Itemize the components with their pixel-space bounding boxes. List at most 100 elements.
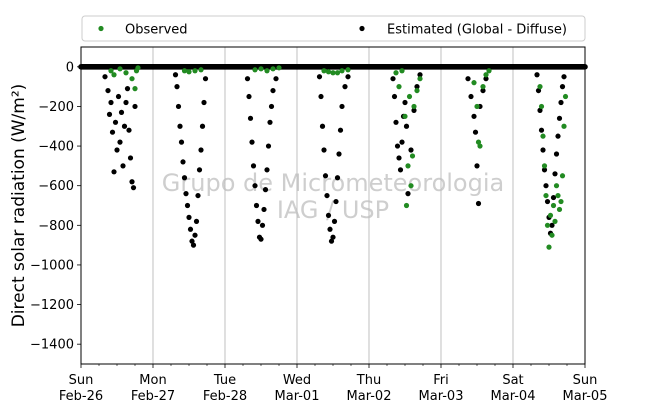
point-estimated bbox=[267, 119, 273, 125]
point-estimated bbox=[334, 175, 341, 181]
point-observed bbox=[538, 103, 545, 110]
point-observed bbox=[417, 76, 423, 82]
point-estimated bbox=[121, 123, 128, 129]
point-estimated bbox=[106, 111, 113, 117]
point-estimated bbox=[474, 163, 480, 169]
point-observed bbox=[552, 218, 558, 224]
point-observed bbox=[540, 133, 546, 139]
point-estimated bbox=[390, 76, 396, 82]
watermark-line-1: Grupo de Micrometeorologia bbox=[162, 169, 504, 197]
point-observed bbox=[108, 68, 114, 74]
point-estimated bbox=[552, 171, 558, 177]
point-observed bbox=[198, 67, 204, 73]
point-observed bbox=[330, 70, 336, 76]
point-estimated bbox=[111, 169, 117, 175]
x-tick-label-day: Wed bbox=[283, 373, 311, 388]
point-estimated bbox=[265, 143, 272, 149]
point-estimated bbox=[120, 163, 126, 169]
point-estimated bbox=[411, 107, 417, 113]
point-observed bbox=[408, 183, 414, 189]
point-estimated bbox=[190, 242, 197, 248]
point-observed bbox=[405, 163, 411, 169]
point-estimated bbox=[123, 99, 129, 106]
point-estimated bbox=[132, 103, 138, 110]
point-observed bbox=[399, 68, 405, 74]
point-observed bbox=[556, 206, 563, 213]
point-estimated bbox=[414, 84, 420, 90]
point-estimated bbox=[396, 155, 402, 161]
point-estimated bbox=[109, 129, 116, 135]
point-estimated bbox=[405, 191, 411, 197]
point-observed bbox=[181, 68, 188, 74]
point-estimated bbox=[250, 163, 257, 169]
point-observed bbox=[537, 84, 543, 90]
point-estimated bbox=[199, 123, 206, 129]
point-estimated bbox=[273, 76, 279, 82]
point-estimated bbox=[337, 127, 344, 133]
point-observed bbox=[544, 222, 551, 228]
point-estimated bbox=[129, 179, 135, 185]
point-estimated bbox=[394, 143, 401, 149]
point-estimated bbox=[318, 93, 324, 100]
point-estimated bbox=[252, 183, 258, 189]
point-estimated bbox=[181, 175, 188, 181]
point-observed bbox=[117, 66, 123, 72]
point-estimated bbox=[561, 74, 567, 80]
point-estimated bbox=[550, 194, 557, 201]
point-observed bbox=[393, 70, 399, 76]
y-tick-label: −200 bbox=[38, 100, 74, 115]
point-estimated bbox=[325, 212, 332, 219]
y-axis-title: Direct solar radiation (W/m²) bbox=[9, 84, 29, 328]
point-estimated bbox=[403, 123, 410, 129]
point-estimated bbox=[342, 84, 348, 90]
point-estimated bbox=[118, 109, 125, 115]
point-estimated bbox=[319, 123, 326, 129]
point-estimated bbox=[258, 236, 264, 242]
point-estimated bbox=[193, 218, 200, 224]
x-tick-label-date: Mar-05 bbox=[563, 389, 608, 404]
point-observed bbox=[483, 72, 489, 78]
point-observed bbox=[123, 70, 129, 76]
plot-background bbox=[81, 47, 585, 364]
point-estimated bbox=[114, 147, 120, 153]
x-tick-label-day: Tue bbox=[213, 373, 236, 388]
point-estimated bbox=[172, 72, 179, 78]
legend-frame bbox=[81, 15, 586, 42]
point-observed bbox=[543, 192, 549, 199]
point-estimated bbox=[339, 103, 345, 110]
y-tick-label: −1400 bbox=[30, 338, 74, 353]
x-tick-label-date: Mar-01 bbox=[275, 389, 320, 404]
point-observed bbox=[411, 103, 417, 110]
point-estimated bbox=[328, 238, 335, 244]
point-estimated bbox=[559, 84, 566, 90]
x-tick-label-date: Feb-26 bbox=[59, 389, 103, 404]
x-tick-label-day: Mon bbox=[139, 373, 166, 388]
point-estimated bbox=[126, 127, 132, 133]
point-estimated bbox=[202, 76, 209, 82]
point-estimated bbox=[262, 187, 269, 193]
point-observed bbox=[546, 244, 552, 250]
point-estimated bbox=[475, 200, 482, 207]
point-estimated bbox=[327, 226, 333, 232]
point-estimated bbox=[468, 93, 474, 100]
point-estimated bbox=[417, 72, 423, 78]
point-estimated bbox=[108, 99, 114, 106]
point-estimated bbox=[112, 119, 119, 125]
point-observed bbox=[264, 68, 270, 74]
point-observed bbox=[555, 192, 561, 199]
point-estimated bbox=[246, 93, 252, 100]
point-estimated bbox=[331, 218, 338, 224]
point-observed bbox=[396, 84, 402, 90]
point-estimated bbox=[324, 192, 330, 199]
point-observed bbox=[558, 198, 564, 205]
point-estimated bbox=[472, 129, 479, 135]
point-observed bbox=[129, 76, 135, 82]
point-estimated bbox=[321, 147, 327, 153]
point-estimated bbox=[261, 206, 267, 213]
point-estimated bbox=[480, 87, 486, 94]
point-estimated bbox=[253, 202, 260, 209]
point-estimated bbox=[102, 74, 108, 80]
point-estimated bbox=[255, 218, 261, 224]
y-axis: 0 −200 −400 −600 −800 −1000 −1200 −1400 bbox=[30, 60, 81, 353]
